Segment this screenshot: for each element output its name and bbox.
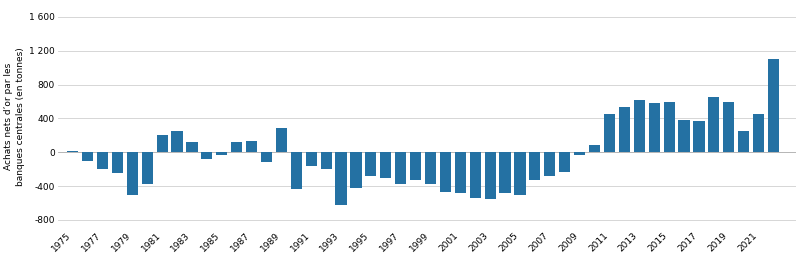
- Bar: [470, 152, 481, 198]
- Bar: [604, 114, 615, 152]
- Bar: [634, 100, 645, 152]
- Bar: [335, 152, 346, 205]
- Bar: [97, 152, 108, 169]
- Bar: [723, 102, 734, 152]
- Bar: [440, 152, 451, 192]
- Bar: [306, 152, 317, 166]
- Bar: [738, 131, 750, 152]
- Bar: [454, 152, 466, 193]
- Bar: [663, 102, 674, 152]
- Bar: [186, 142, 198, 152]
- Bar: [67, 151, 78, 152]
- Bar: [499, 152, 510, 193]
- Bar: [350, 152, 362, 188]
- Bar: [231, 142, 242, 152]
- Bar: [514, 152, 526, 195]
- Bar: [82, 152, 93, 161]
- Bar: [544, 152, 555, 176]
- Bar: [708, 97, 719, 152]
- Bar: [202, 152, 213, 159]
- Bar: [678, 120, 690, 152]
- Bar: [276, 128, 287, 152]
- Bar: [126, 152, 138, 195]
- Y-axis label: Achats nets d’or par les
banques centrales (en tonnes): Achats nets d’or par les banques central…: [4, 47, 25, 186]
- Bar: [261, 152, 272, 163]
- Bar: [559, 152, 570, 172]
- Bar: [246, 141, 258, 152]
- Bar: [366, 152, 377, 176]
- Bar: [485, 152, 496, 199]
- Bar: [321, 152, 332, 169]
- Bar: [395, 152, 406, 184]
- Bar: [768, 59, 779, 152]
- Bar: [618, 107, 630, 152]
- Bar: [142, 152, 153, 184]
- Bar: [410, 152, 422, 180]
- Bar: [530, 152, 541, 180]
- Bar: [574, 152, 586, 155]
- Bar: [171, 131, 182, 152]
- Bar: [290, 152, 302, 189]
- Bar: [216, 152, 227, 155]
- Bar: [694, 121, 705, 152]
- Bar: [589, 146, 600, 152]
- Bar: [112, 152, 123, 173]
- Bar: [649, 103, 660, 152]
- Bar: [425, 152, 436, 184]
- Bar: [157, 135, 168, 152]
- Bar: [753, 114, 764, 152]
- Bar: [380, 152, 391, 178]
